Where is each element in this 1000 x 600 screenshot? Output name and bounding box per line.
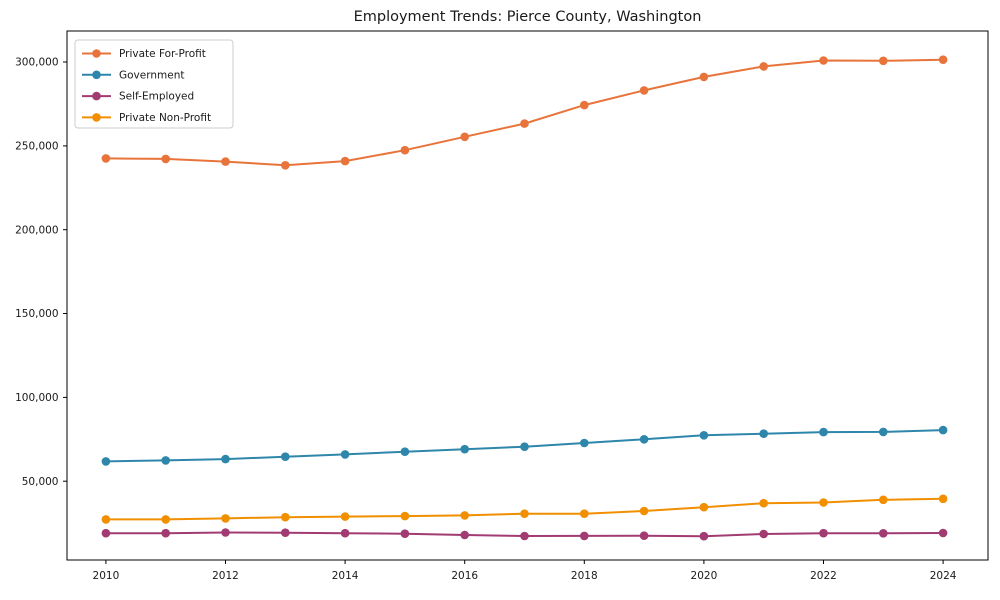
data-point-private-for-profit-2017 (520, 119, 529, 128)
data-point-government-2020 (699, 431, 709, 440)
data-point-self-employed-2010 (101, 528, 111, 538)
legend-box (74, 39, 234, 129)
data-point-private-non-profit-2012 (221, 514, 230, 523)
data-point-private-non-profit-2021 (759, 498, 768, 508)
y-tick-label: 250,000 (15, 141, 58, 153)
data-point-private-for-profit-2010 (101, 154, 111, 163)
x-tick-label: 2018 (571, 570, 598, 582)
data-point-private-for-profit-2018 (580, 100, 589, 110)
y-tick-label: 200,000 (15, 224, 58, 236)
data-point-private-non-profit-2019 (639, 506, 649, 516)
data-point-private-for-profit-2019 (639, 86, 649, 95)
data-point-private-for-profit-2024 (938, 55, 948, 64)
data-point-self-employed-2020 (699, 531, 709, 541)
data-point-self-employed-2023 (879, 529, 888, 538)
data-point-private-non-profit-2014 (340, 512, 350, 521)
data-point-private-for-profit-2011 (161, 154, 170, 164)
data-point-government-2013 (281, 452, 290, 462)
x-tick-label: 2016 (451, 570, 478, 582)
data-point-government-2019 (639, 435, 649, 444)
data-point-private-for-profit-2014 (340, 156, 350, 166)
y-tick-label: 300,000 (15, 57, 58, 69)
data-point-government-2014 (340, 450, 350, 459)
data-point-private-non-profit-2016 (460, 511, 470, 520)
data-point-private-for-profit-2013 (281, 161, 290, 170)
y-tick-label: 150,000 (15, 308, 58, 320)
data-point-government-2023 (879, 427, 888, 437)
data-point-self-employed-2014 (340, 528, 350, 538)
plot-border (66, 30, 989, 561)
data-point-private-for-profit-2016 (460, 132, 470, 142)
legend-marker-self-employed (92, 91, 101, 101)
data-point-private-non-profit-2022 (819, 498, 828, 507)
data-point-government-2011 (161, 456, 170, 465)
legend-marker-government (92, 70, 101, 80)
legend: Private For-Profit Government Self-Employe… (74, 39, 234, 129)
x-tick-label: 2012 (212, 570, 239, 582)
data-point-government-2010 (101, 457, 111, 466)
data-point-private-for-profit-2021 (759, 62, 768, 71)
data-point-government-2015 (400, 447, 410, 457)
legend-label-government: Government (119, 69, 184, 81)
data-point-government-2016 (460, 444, 470, 454)
data-point-self-employed-2011 (161, 528, 170, 538)
y-tick-label: 50,000 (22, 476, 59, 488)
data-point-self-employed-2013 (281, 528, 290, 537)
data-point-self-employed-2024 (938, 528, 948, 538)
data-point-government-2022 (819, 427, 828, 437)
data-point-government-2024 (938, 425, 948, 435)
data-point-self-employed-2012 (221, 528, 230, 537)
x-tick-label: 2024 (930, 570, 957, 582)
x-tick-label: 2022 (810, 570, 837, 582)
data-point-private-non-profit-2010 (101, 515, 111, 524)
data-point-private-for-profit-2020 (699, 72, 709, 82)
legend-marker-private-for-profit (92, 49, 101, 58)
data-point-government-2017 (520, 442, 529, 452)
legend-label-private-for-profit: Private For-Profit (119, 48, 206, 60)
x-tick-label: 2020 (691, 570, 718, 582)
y-tick-label: 100,000 (15, 392, 58, 404)
data-point-self-employed-2016 (460, 530, 470, 540)
data-point-private-for-profit-2012 (221, 157, 230, 166)
data-point-private-non-profit-2024 (938, 494, 948, 504)
data-point-private-for-profit-2015 (400, 145, 410, 155)
data-point-private-non-profit-2013 (281, 512, 290, 522)
data-point-private-non-profit-2020 (699, 502, 709, 512)
legend-label-self-employed: Self-Employed (119, 91, 194, 103)
data-point-self-employed-2018 (580, 531, 589, 541)
chart-title: Employment Trends: Pierce County, Washin… (354, 9, 702, 25)
data-point-self-employed-2017 (520, 531, 529, 541)
data-point-self-employed-2015 (400, 529, 410, 538)
data-point-self-employed-2019 (639, 531, 649, 540)
data-point-government-2012 (221, 454, 230, 464)
legend-marker-private-non-profit (92, 113, 101, 122)
data-point-self-employed-2021 (759, 529, 768, 539)
data-point-private-non-profit-2018 (580, 509, 589, 518)
x-tick-label: 2010 (93, 570, 120, 582)
data-point-private-non-profit-2023 (879, 495, 888, 505)
data-point-private-non-profit-2011 (161, 515, 170, 524)
data-point-private-for-profit-2022 (819, 56, 828, 65)
x-tick-label: 2014 (332, 570, 359, 582)
data-point-private-non-profit-2017 (520, 509, 529, 518)
data-point-private-for-profit-2023 (879, 56, 888, 66)
data-point-private-non-profit-2015 (400, 511, 410, 521)
data-point-government-2021 (759, 429, 768, 439)
data-point-self-employed-2022 (819, 528, 828, 538)
legend-label-private-non-profit: Private Non-Profit (119, 112, 211, 124)
data-point-government-2018 (580, 438, 589, 448)
